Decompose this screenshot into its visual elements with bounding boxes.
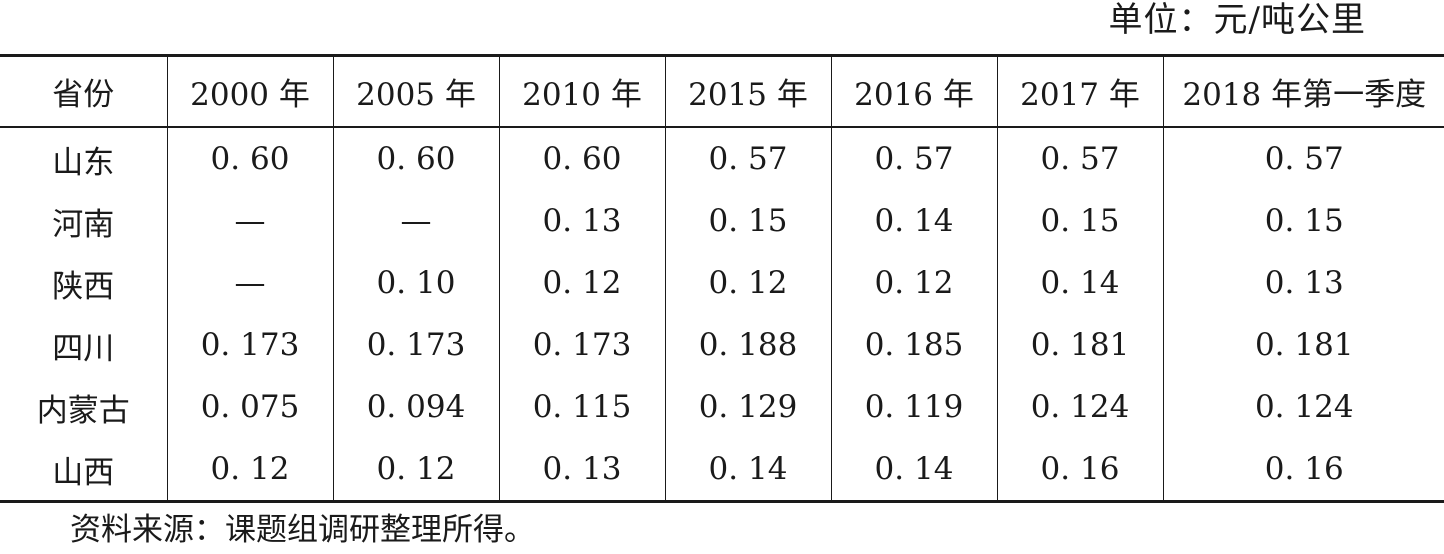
unit-label: 单位：元/吨公里 <box>1108 0 1366 40</box>
value-cell: 0. 57 <box>830 127 997 190</box>
table-row: 内蒙古 0. 075 0. 094 0. 115 0. 129 0. 119 0… <box>0 376 1444 438</box>
value-cell: 0. 173 <box>166 314 333 376</box>
province-cell: 河南 <box>52 206 115 243</box>
value-cell: 0. 60 <box>166 127 333 190</box>
value-cell: 0. 10 <box>332 252 499 314</box>
province-cell: 山西 <box>0 438 167 503</box>
value-cell: — <box>166 190 333 252</box>
value-cell: — <box>166 252 333 314</box>
value-cell: 0. 60 <box>332 127 499 190</box>
data-table: 省份 2000 年 2005 年 2010 年 2015 年 2016 年 20… <box>0 54 1444 503</box>
value-cell: 0. 13 <box>1162 252 1444 314</box>
table-row: 山东 0. 60 0. 60 0. 60 0. 57 0. 57 0. 57 0… <box>0 127 1444 190</box>
header-cell-2017: 2017 年 <box>996 54 1163 128</box>
value-cell: — <box>332 190 499 252</box>
value-cell: 0. 15 <box>1162 190 1444 252</box>
header-cell-province: 省份 <box>0 54 167 128</box>
value-cell: 0. 57 <box>664 127 831 190</box>
value-cell: 0. 16 <box>1162 438 1444 503</box>
value-cell: 0. 115 <box>498 376 665 438</box>
header-cell-2016: 2016 年 <box>830 54 997 128</box>
header-cell-2015: 2015 年 <box>664 54 831 128</box>
value-cell: 0. 13 <box>498 438 665 503</box>
value-cell: 0. 075 <box>166 376 333 438</box>
value-cell: 0. 15 <box>664 190 831 252</box>
value-cell: 0. 14 <box>664 438 831 503</box>
value-cell: 0. 57 <box>1162 127 1444 190</box>
value-cell: 0. 173 <box>332 314 499 376</box>
value-cell: 0. 119 <box>830 376 997 438</box>
header-cell-2005: 2005 年 <box>332 54 499 128</box>
value-cell: 0. 57 <box>996 127 1163 190</box>
province-cell: 四川 <box>52 330 115 367</box>
table-row: 四川 0. 173 0. 173 0. 173 0. 188 0. 185 0.… <box>0 314 1444 376</box>
header-cell-2010: 2010 年 <box>498 54 665 128</box>
value-cell: 0. 094 <box>332 376 499 438</box>
value-cell: 0. 12 <box>830 252 997 314</box>
value-cell: 0. 173 <box>498 314 665 376</box>
value-cell: 0. 181 <box>996 314 1163 376</box>
value-cell: 0. 14 <box>996 252 1163 314</box>
table-row: 山西 0. 12 0. 12 0. 13 0. 14 0. 14 0. 16 0… <box>0 438 1444 503</box>
value-cell: 0. 60 <box>498 127 665 190</box>
value-cell: 0. 13 <box>498 190 665 252</box>
value-cell: 0. 188 <box>664 314 831 376</box>
header-cell-2000: 2000 年 <box>166 54 333 128</box>
value-cell: 0. 129 <box>664 376 831 438</box>
table-row: 河南 — — 0. 13 0. 15 0. 14 0. 15 0. 15 <box>0 190 1444 252</box>
value-cell: 0. 14 <box>830 190 997 252</box>
table-row: 陕西 — 0. 10 0. 12 0. 12 0. 12 0. 14 0. 13 <box>0 252 1444 314</box>
value-cell: 0. 16 <box>996 438 1163 503</box>
table-header-row: 省份 2000 年 2005 年 2010 年 2015 年 2016 年 20… <box>0 54 1444 128</box>
header-cell-2018q1: 2018 年第一季度 <box>1162 54 1444 128</box>
value-cell: 0. 14 <box>830 438 997 503</box>
value-cell: 0. 185 <box>830 314 997 376</box>
value-cell: 0. 12 <box>332 438 499 503</box>
value-cell: 0. 181 <box>1162 314 1444 376</box>
value-cell: 0. 15 <box>996 190 1163 252</box>
value-cell: 0. 12 <box>664 252 831 314</box>
province-cell: 内蒙古 <box>36 392 130 429</box>
value-cell: 0. 12 <box>498 252 665 314</box>
province-cell: 陕西 <box>52 268 115 305</box>
value-cell: 0. 12 <box>166 438 333 503</box>
province-cell: 山东 <box>52 144 115 181</box>
value-cell: 0. 124 <box>996 376 1163 438</box>
source-note: 资料来源：课题组调研整理所得。 <box>70 512 535 548</box>
value-cell: 0. 124 <box>1162 376 1444 438</box>
